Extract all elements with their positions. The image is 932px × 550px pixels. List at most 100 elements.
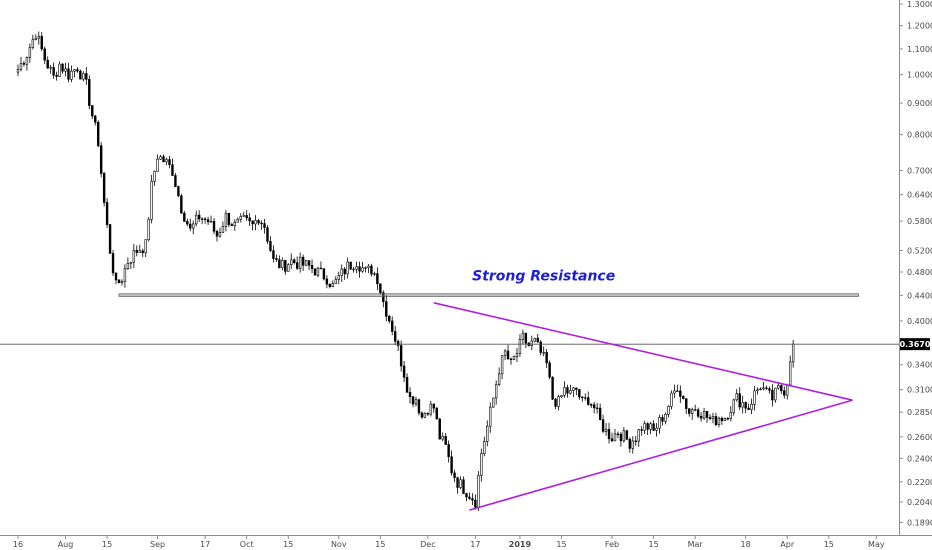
candle xyxy=(682,395,685,400)
candle xyxy=(765,385,768,391)
candle xyxy=(85,66,88,85)
candle xyxy=(690,407,694,420)
candle xyxy=(616,431,620,439)
candle xyxy=(643,420,646,435)
candle xyxy=(22,61,26,67)
candle xyxy=(49,64,52,74)
candle xyxy=(376,267,379,291)
candle xyxy=(658,414,661,434)
candle xyxy=(94,114,97,126)
x-tick-label: 15 xyxy=(283,540,293,549)
candle xyxy=(402,360,406,382)
x-tick-label: 17 xyxy=(200,540,210,549)
triangle-trendline[interactable] xyxy=(469,399,853,511)
candle xyxy=(79,69,82,80)
candle xyxy=(494,380,498,405)
candle xyxy=(248,213,251,227)
candle xyxy=(536,334,539,343)
candle xyxy=(379,283,382,295)
candle xyxy=(518,334,522,357)
candle xyxy=(340,264,343,282)
candle xyxy=(399,340,403,372)
candle xyxy=(189,218,192,232)
candle xyxy=(52,62,55,79)
candle xyxy=(73,68,76,78)
candle xyxy=(150,174,153,224)
last-price-tag-label: 0.3670 xyxy=(900,340,931,349)
candle xyxy=(334,276,337,284)
candle xyxy=(221,221,225,233)
candle xyxy=(319,261,323,270)
candle xyxy=(224,210,228,232)
candle xyxy=(747,403,750,410)
candle xyxy=(759,387,762,391)
candle xyxy=(144,239,147,258)
candle xyxy=(382,290,385,308)
candle xyxy=(295,256,299,271)
candle xyxy=(233,219,237,231)
candle xyxy=(720,416,724,425)
candle xyxy=(554,397,557,410)
candle xyxy=(192,220,195,235)
x-tick-label: 15 xyxy=(102,540,112,549)
candle xyxy=(491,397,495,408)
candle xyxy=(483,436,486,457)
candle xyxy=(771,384,774,407)
triangle-trendline[interactable] xyxy=(433,302,853,401)
candle xyxy=(598,403,602,421)
candle xyxy=(307,260,311,271)
x-tick-label: 15 xyxy=(824,540,834,549)
candle xyxy=(165,157,168,166)
plot-area[interactable] xyxy=(0,0,932,536)
candle xyxy=(649,421,652,435)
candle xyxy=(37,31,40,45)
candle xyxy=(34,34,38,41)
candle xyxy=(515,348,519,363)
candle xyxy=(676,384,679,392)
x-tick-label: Apr xyxy=(780,540,795,549)
candle xyxy=(239,213,242,223)
x-tick-label: Dec xyxy=(420,540,435,549)
candle xyxy=(420,411,424,419)
y-tick-label: 1.3000 xyxy=(907,0,932,9)
candle xyxy=(566,384,569,398)
candle xyxy=(714,412,718,427)
candle xyxy=(417,398,421,416)
candle xyxy=(468,492,471,500)
candle xyxy=(293,258,296,265)
candle xyxy=(622,426,626,443)
candle xyxy=(729,406,733,422)
candle xyxy=(441,432,444,442)
candle xyxy=(278,255,281,269)
candle xyxy=(325,275,329,289)
candle xyxy=(732,398,735,416)
candle xyxy=(539,339,542,356)
candle xyxy=(25,56,29,71)
x-tick-label: 18 xyxy=(741,540,751,549)
candle xyxy=(450,450,453,476)
x-axis[interactable]: 16 Aug 15 Sep 17 Oct 15 Nov 15 Dec 17 2019 15 Feb 15 Ma… xyxy=(13,535,885,549)
candle xyxy=(572,386,575,398)
candle xyxy=(355,261,358,274)
candle xyxy=(385,295,388,322)
candle xyxy=(138,244,141,253)
candle xyxy=(756,387,759,395)
candle xyxy=(328,283,332,289)
candle xyxy=(111,250,115,276)
candle xyxy=(269,236,272,252)
candle xyxy=(251,220,254,231)
candle xyxy=(679,385,682,404)
candle xyxy=(788,355,792,386)
candle xyxy=(287,263,290,272)
candle xyxy=(200,217,204,225)
candle xyxy=(218,227,222,238)
candle xyxy=(696,407,700,419)
candle xyxy=(652,420,655,432)
candle xyxy=(786,383,789,400)
